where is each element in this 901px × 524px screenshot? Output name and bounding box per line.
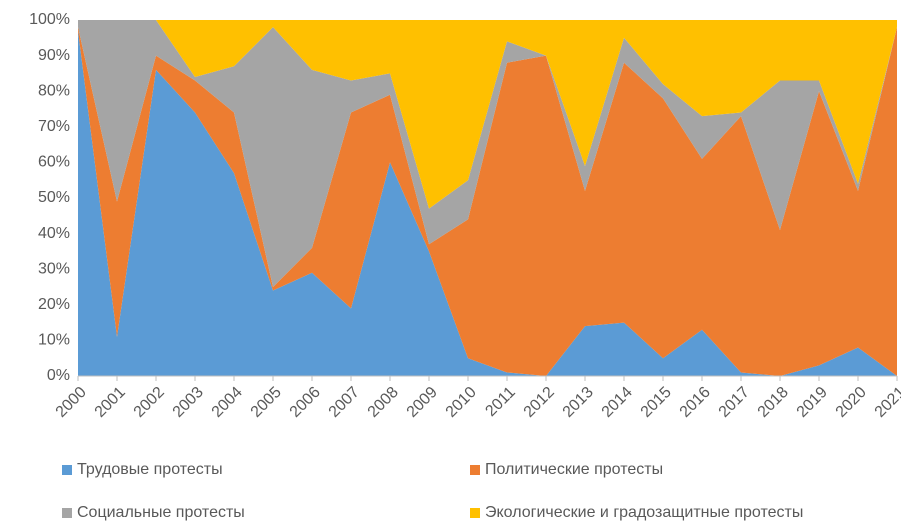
- legend-label: Экологические и градозащитные протесты: [485, 504, 803, 521]
- x-tick-label: 2009: [404, 384, 441, 421]
- x-tick-label: 2005: [248, 384, 285, 421]
- y-tick-label: 90%: [38, 47, 70, 64]
- x-tick-label: 2016: [677, 384, 714, 421]
- y-tick-label: 70%: [38, 118, 70, 135]
- x-tick-label: 2021: [872, 384, 901, 421]
- x-tick-label: 2010: [443, 384, 480, 421]
- x-tick-label: 2018: [755, 384, 792, 421]
- x-tick-label: 2014: [599, 384, 636, 421]
- legend-swatch: [62, 508, 72, 518]
- legend-label: Трудовые протесты: [77, 461, 223, 478]
- y-tick-label: 50%: [38, 189, 70, 206]
- x-tick-label: 2008: [365, 384, 402, 421]
- y-tick-label: 60%: [38, 154, 70, 171]
- y-tick-label: 30%: [38, 260, 70, 277]
- x-tick-label: 2003: [170, 384, 207, 421]
- area: [78, 20, 897, 287]
- legend-swatch: [470, 465, 480, 475]
- x-tick-label: 2015: [638, 384, 675, 421]
- x-tick-label: 2006: [287, 384, 324, 421]
- y-tick-label: 80%: [38, 82, 70, 99]
- area: [78, 30, 897, 377]
- x-tick-label: 2017: [716, 384, 753, 421]
- y-tick-label: 20%: [38, 296, 70, 313]
- x-tick-label: 2002: [131, 384, 168, 421]
- area: [78, 20, 897, 209]
- legend-swatch: [62, 465, 72, 475]
- legend-label: Политические протесты: [485, 461, 663, 478]
- x-tick-label: 2004: [209, 384, 246, 421]
- x-tick-label: 2001: [92, 384, 129, 421]
- x-tick-label: 2000: [53, 384, 90, 421]
- x-tick-label: 2020: [833, 384, 870, 421]
- x-tick-label: 2007: [326, 384, 363, 421]
- legend-swatch: [470, 508, 480, 518]
- y-tick-label: 40%: [38, 225, 70, 242]
- y-tick-label: 100%: [29, 11, 70, 28]
- x-tick-label: 2012: [521, 384, 558, 421]
- legend-label: Социальные протесты: [77, 504, 245, 521]
- y-tick-label: 0%: [47, 367, 70, 384]
- x-tick-label: 2011: [482, 384, 518, 420]
- y-tick-label: 10%: [38, 332, 70, 349]
- x-tick-label: 2019: [794, 384, 831, 421]
- x-tick-label: 2013: [560, 384, 597, 421]
- area: [78, 27, 897, 377]
